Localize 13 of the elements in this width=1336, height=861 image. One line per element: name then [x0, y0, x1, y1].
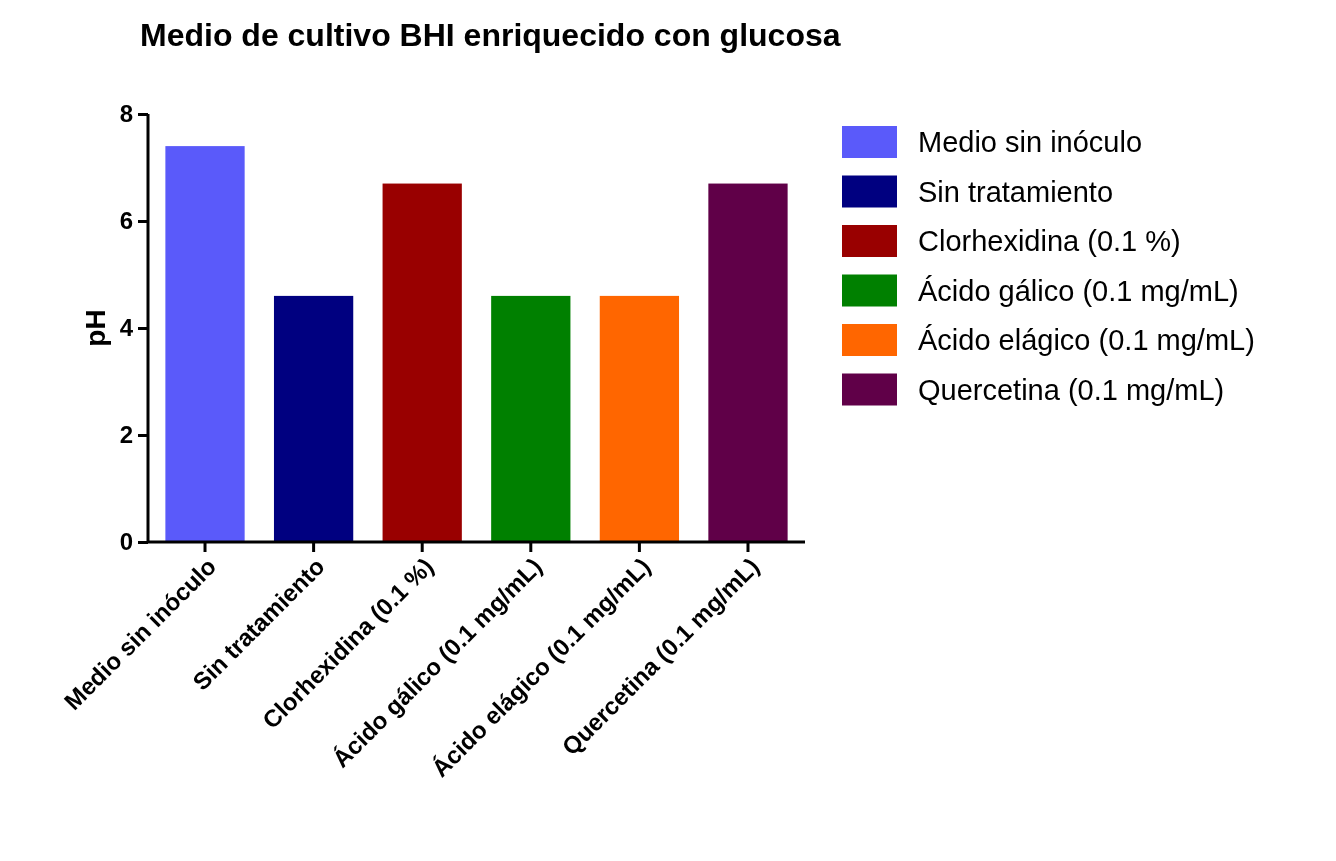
- legend-label: Ácido gálico (0.1 mg/mL): [918, 274, 1239, 307]
- y-tick-label: 8: [119, 100, 133, 128]
- y-tick-label: 0: [119, 528, 133, 556]
- legend-label: Medio sin inóculo: [918, 126, 1143, 158]
- chart-title: Medio de cultivo BHI enriquecido con glucosa: [140, 17, 841, 53]
- y-tick-label: 4: [119, 314, 134, 342]
- y-axis-title: pH: [80, 309, 111, 347]
- legend-label: Quercetina (0.1 mg/mL): [918, 373, 1225, 406]
- legend-label: Ácido elágico (0.1 mg/mL): [918, 324, 1255, 356]
- y-tick-label: 6: [119, 207, 133, 235]
- y-tick-label: 2: [119, 421, 133, 449]
- legend-label: Clorhexidina (0.1 %): [918, 225, 1181, 257]
- legend-label: Sin tratamiento: [918, 175, 1114, 208]
